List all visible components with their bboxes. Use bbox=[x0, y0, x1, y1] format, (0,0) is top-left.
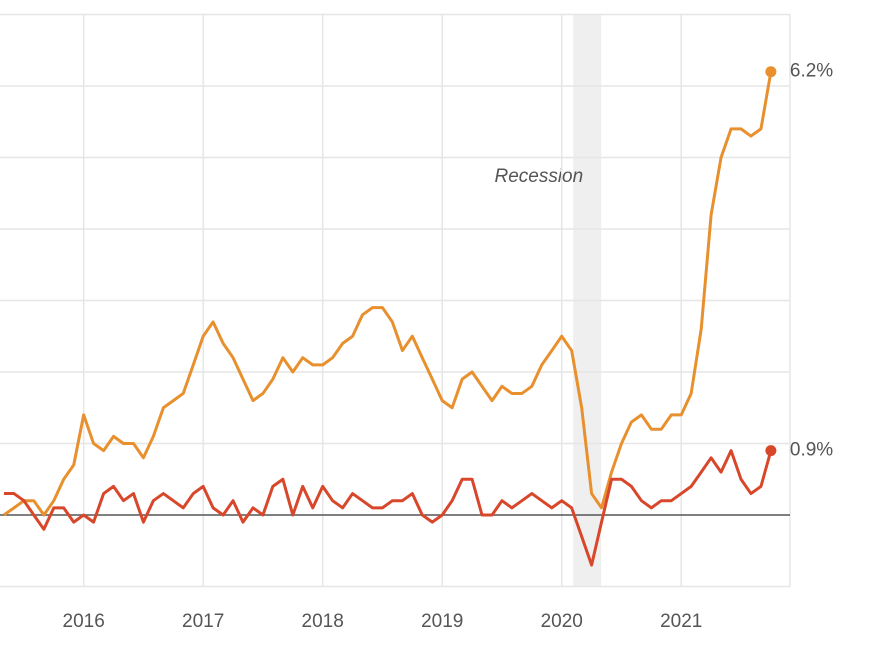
series-line bbox=[3, 449, 773, 567]
end-dot bbox=[765, 66, 777, 78]
x-tick-label: 2021 bbox=[660, 611, 702, 632]
x-tick-label: 2020 bbox=[541, 611, 583, 632]
x-tick-label: 2018 bbox=[302, 611, 344, 632]
end-label: 0.9% bbox=[790, 440, 833, 461]
recession-label: Recession bbox=[494, 166, 583, 187]
x-tick-label: 2017 bbox=[182, 611, 224, 632]
series-line bbox=[3, 71, 773, 517]
end-dot bbox=[765, 445, 777, 457]
x-tick-label: 2016 bbox=[63, 611, 105, 632]
x-tick-label: 2019 bbox=[421, 611, 463, 632]
end-label: 6.2% bbox=[790, 61, 833, 82]
